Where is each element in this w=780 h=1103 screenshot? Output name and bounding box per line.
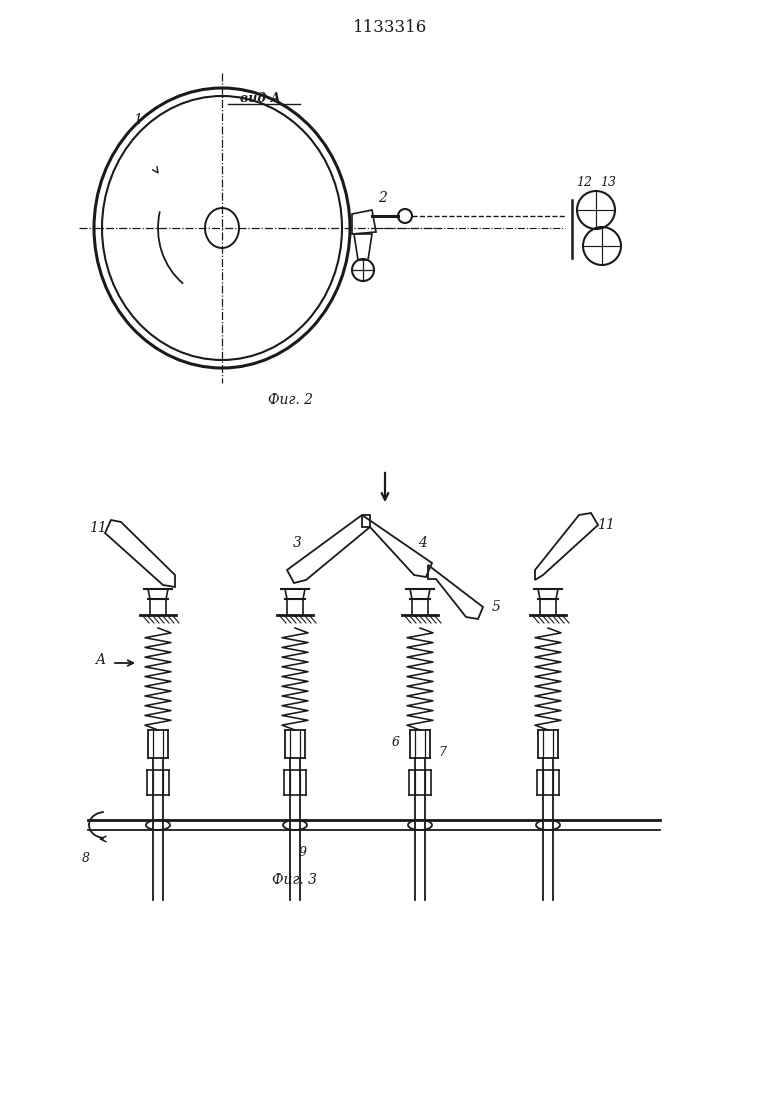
Text: 2: 2 (378, 191, 386, 205)
Text: 5: 5 (491, 600, 501, 614)
Text: 3: 3 (292, 536, 301, 550)
Text: 11: 11 (89, 521, 107, 535)
Text: A: A (95, 653, 105, 667)
Text: вид А: вид А (239, 92, 280, 105)
Text: 6: 6 (392, 736, 400, 749)
Text: 8: 8 (82, 852, 90, 865)
Text: 1133316: 1133316 (353, 20, 427, 36)
Text: Фиг. 3: Фиг. 3 (272, 872, 317, 887)
Text: 7: 7 (438, 746, 446, 759)
Text: 13: 13 (600, 175, 616, 189)
Text: 11: 11 (597, 518, 615, 532)
Text: 9: 9 (299, 846, 307, 858)
Text: 12: 12 (576, 175, 592, 189)
Text: 1: 1 (133, 113, 141, 127)
Text: Фиг. 2: Фиг. 2 (268, 393, 313, 407)
Text: 4: 4 (417, 536, 427, 550)
